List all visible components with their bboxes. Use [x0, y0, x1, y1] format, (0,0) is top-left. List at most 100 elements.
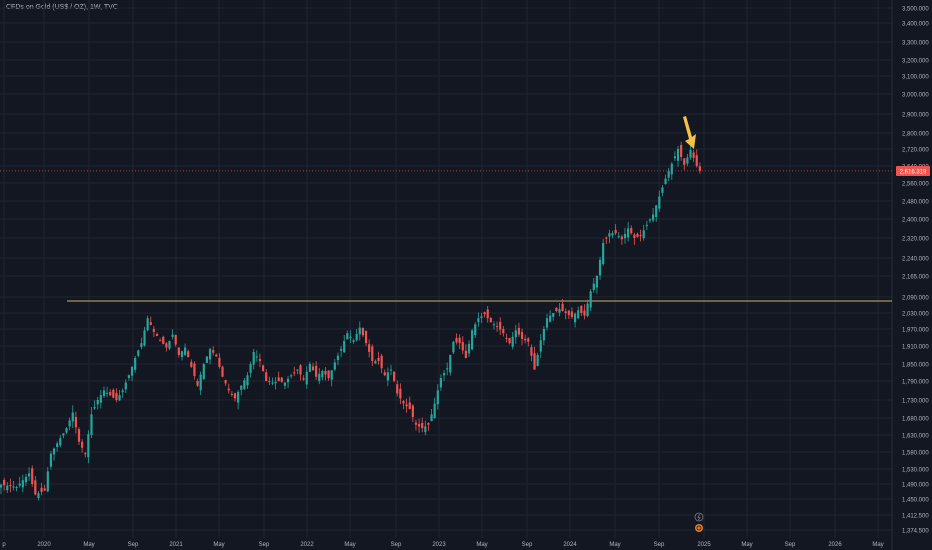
candle-body: [639, 235, 642, 237]
candle-body: [152, 329, 155, 332]
candle-body: [177, 347, 180, 355]
event-icon: [695, 524, 703, 532]
candle-body: [474, 324, 477, 336]
candle-body: [127, 375, 131, 378]
candle-body: [143, 330, 146, 346]
y-tick-label: 1,412.500: [902, 514, 929, 520]
candle-body: [658, 196, 661, 209]
candle-body: [102, 390, 106, 397]
candle-body: [302, 378, 305, 380]
candle-body: [430, 414, 433, 422]
candle-body: [383, 372, 386, 376]
candle-body: [333, 362, 336, 370]
candle-body: [552, 313, 555, 317]
candle-body: [545, 318, 549, 328]
candle-body: [137, 350, 140, 356]
candle-body: [168, 340, 171, 349]
candle-body: [15, 486, 18, 488]
candle-body: [74, 417, 77, 428]
candle-body: [533, 353, 536, 370]
candle-body: [330, 370, 333, 380]
candle-body: [486, 309, 489, 319]
candle-body: [121, 390, 124, 393]
candle-body: [589, 291, 592, 308]
candle-body: [237, 392, 240, 403]
candle-body: [436, 390, 439, 405]
y-tick-label: 3,000.000: [902, 93, 929, 99]
candle-body: [52, 448, 56, 455]
y-tick-label: 1,490.000: [902, 483, 929, 489]
candle-body: [664, 178, 667, 185]
candle-body: [265, 372, 268, 381]
candle-body: [567, 310, 570, 315]
x-tick-label: May: [872, 542, 883, 548]
candle-body: [433, 403, 436, 419]
candle-body: [315, 365, 318, 377]
candle-body: [670, 163, 673, 175]
candle-body: [246, 375, 249, 386]
candle-body: [3, 480, 6, 486]
candle-body: [62, 433, 65, 436]
candle-body: [59, 438, 62, 446]
candle-body: [368, 344, 371, 352]
candle-body: [321, 371, 324, 378]
candle-body: [99, 395, 102, 403]
x-tick-label: 2022: [300, 542, 314, 548]
y-tick-label: 1,530.000: [902, 468, 929, 474]
y-tick-label: 2,165.000: [902, 275, 929, 281]
candle-body: [243, 380, 246, 390]
candle-body: [611, 233, 614, 236]
candle-body: [489, 318, 492, 323]
candle-body: [480, 316, 483, 319]
candle-body: [109, 391, 112, 396]
x-tick-label: 2021: [169, 542, 183, 548]
candle-body: [608, 233, 611, 237]
last-price-label: 2,616.319: [900, 169, 927, 175]
candle-body: [77, 429, 81, 442]
candle-body: [636, 233, 639, 237]
candle-body: [308, 364, 311, 372]
y-tick-label: 1,580.000: [902, 451, 929, 457]
candle-body: [155, 333, 159, 337]
candle-body: [37, 493, 40, 499]
candle-body: [90, 414, 93, 436]
candle-body: [146, 318, 149, 331]
candle-body: [215, 354, 218, 357]
candle-body: [199, 374, 202, 391]
candle-body: [339, 348, 343, 351]
candle-body: [193, 363, 196, 376]
candle-body: [230, 393, 233, 395]
candle-body: [386, 372, 389, 381]
candle-body: [417, 423, 421, 427]
candle-body: [530, 347, 533, 356]
candle-body: [602, 242, 605, 265]
candle-body: [492, 324, 496, 326]
candle-body: [517, 327, 521, 335]
candle-body: [508, 337, 511, 344]
candle-body: [393, 371, 396, 381]
candle-body: [580, 305, 583, 313]
candle-body: [396, 384, 399, 394]
candle-body: [561, 303, 564, 311]
candle-body: [224, 380, 227, 384]
x-tick-label: p: [2, 542, 6, 548]
x-tick-label: May: [213, 542, 224, 548]
candle-body: [495, 326, 499, 328]
candle-body: [358, 327, 361, 335]
lightning-icon: [694, 512, 704, 522]
y-tick-label: 2,090.000: [902, 296, 929, 302]
candle-body: [371, 346, 374, 361]
candle-body: [536, 354, 539, 366]
candle-body: [233, 393, 237, 399]
candle-body: [40, 487, 43, 492]
candle-body: [558, 308, 561, 313]
candle-body: [212, 350, 215, 353]
candle-body: [514, 330, 517, 338]
candle-body: [680, 144, 683, 157]
candle-body: [464, 350, 467, 358]
candle-body: [12, 486, 15, 488]
candle-body: [208, 348, 212, 360]
candle-body: [180, 351, 184, 358]
candle-body: [524, 338, 527, 341]
